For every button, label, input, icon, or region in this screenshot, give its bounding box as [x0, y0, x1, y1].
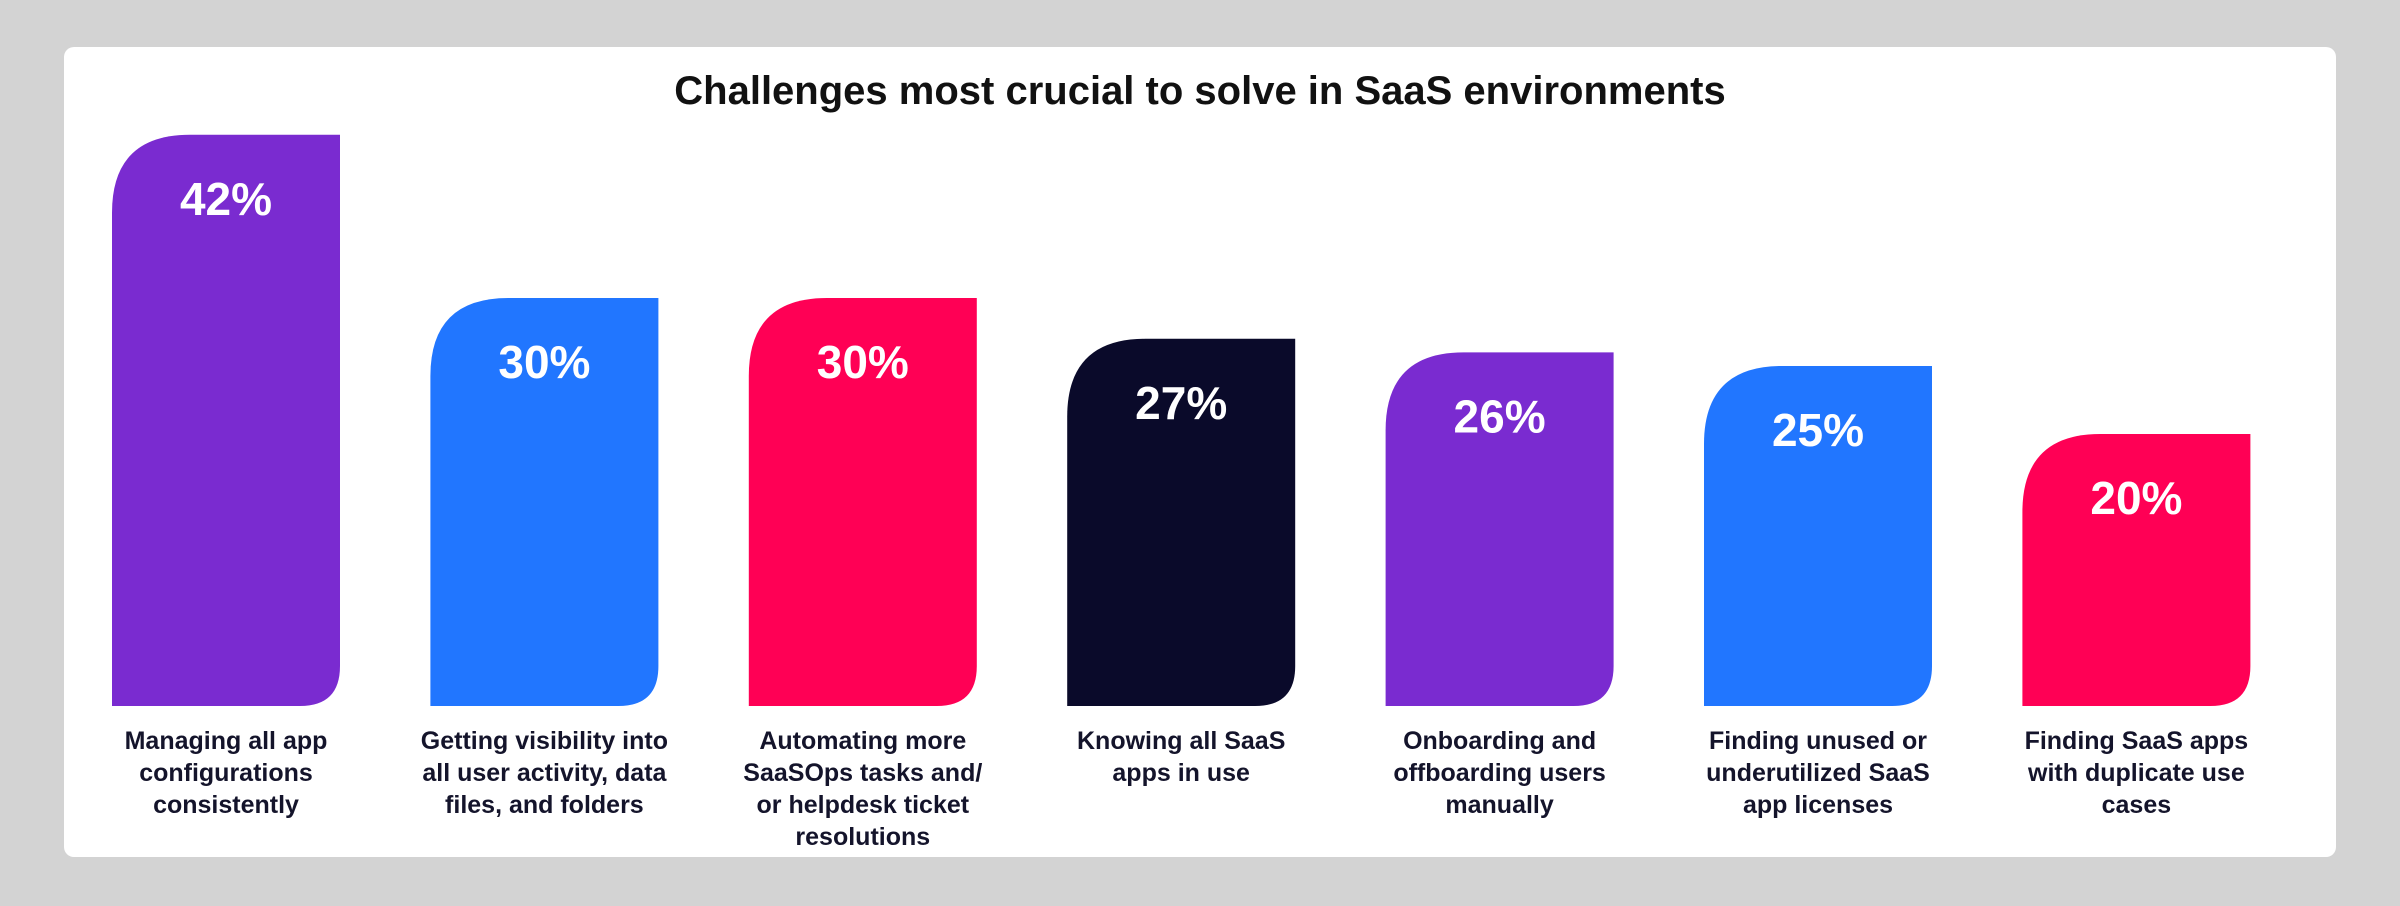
value-label: 30% [817, 336, 909, 388]
value-label: 30% [498, 336, 590, 388]
value-label: 25% [1772, 404, 1864, 456]
category-label: Automating more SaaSOps tasks and/ or he… [743, 727, 983, 851]
value-label: 42% [180, 173, 272, 225]
bar [1704, 366, 1932, 706]
category-label: Getting visibility into all user activit… [420, 727, 668, 819]
chart-title: Challenges most crucial to solve in SaaS… [674, 69, 1726, 113]
category-label: Managing all app configurations consiste… [124, 727, 328, 819]
category-label: Finding unused or underutilized SaaS app… [1706, 727, 1930, 819]
bar [430, 298, 659, 706]
value-label: 27% [1135, 377, 1227, 429]
value-label: 26% [1454, 390, 1546, 442]
bar [2022, 434, 2251, 706]
category-label: Finding SaaS apps with duplicate use cas… [2024, 727, 2249, 819]
bar [112, 134, 340, 707]
value-label: 20% [2090, 472, 2182, 524]
plot: 42% 30% 30% 27% 26% 25% 20% [112, 134, 2251, 707]
bar [748, 298, 977, 706]
category-label: Onboarding and offboarding users manuall… [1393, 727, 1606, 819]
bar [1385, 352, 1614, 706]
category-label: Knowing all SaaS apps in use [1077, 727, 1286, 787]
chart-card: Challenges most crucial to solve in SaaS… [64, 47, 2336, 857]
bar [1067, 338, 1296, 706]
